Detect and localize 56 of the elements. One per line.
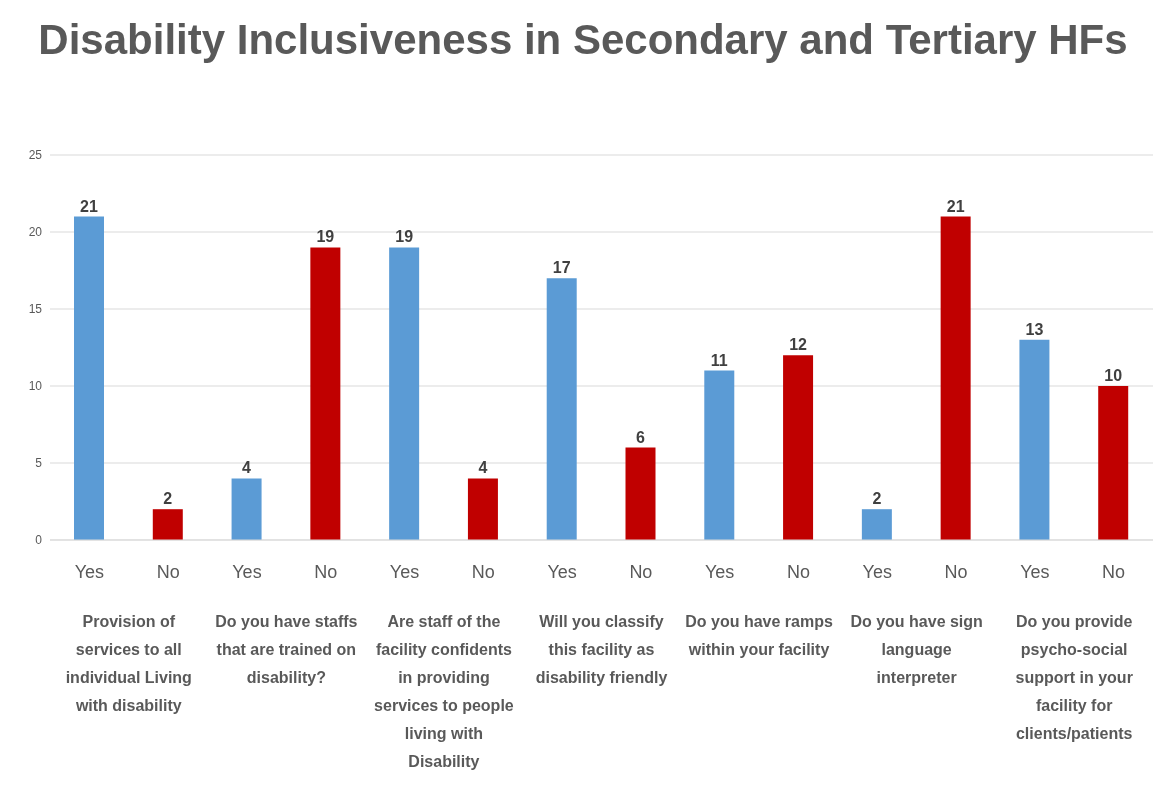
bar xyxy=(1019,339,1050,540)
bar xyxy=(861,509,892,540)
y-tick-label: 15 xyxy=(28,302,43,317)
x-tick-label: Yes xyxy=(862,562,892,582)
text: Do you have sign language interpreter xyxy=(849,612,984,688)
x-tick-label: No xyxy=(471,562,495,582)
bar xyxy=(389,247,420,540)
data-label: 11 xyxy=(710,351,728,369)
text: Will you classify this facility as disability friendly xyxy=(534,612,669,688)
text: Do you provide psycho-social support in your facility for clients/patients xyxy=(1014,612,1134,744)
x-tick-label: Yes xyxy=(74,562,105,582)
bar xyxy=(467,478,498,540)
y-tick-label: 20 xyxy=(28,225,43,240)
x-tick-label: Yes xyxy=(1020,562,1050,582)
x-tick-label: No xyxy=(786,562,810,582)
bar xyxy=(1098,386,1129,540)
bar xyxy=(625,447,656,540)
data-label: 13 xyxy=(1025,320,1044,338)
x-tick-label: No xyxy=(629,562,653,582)
bar xyxy=(310,247,341,540)
y-tick-label: 0 xyxy=(35,533,43,548)
chart-title: Disability Inclusiveness in Secondary and Tertiary HFs xyxy=(37,15,1129,65)
text: Do you have ramps within your facility xyxy=(684,612,834,660)
data-label: 12 xyxy=(789,336,808,354)
text: Are staff of the facility confidents in providing services to people living with Disability xyxy=(373,612,515,772)
y-tick-label: 10 xyxy=(28,379,43,394)
bar xyxy=(783,355,814,540)
x-tick-label: No xyxy=(314,562,338,582)
x-tick-label: No xyxy=(944,562,968,582)
data-label: 19 xyxy=(316,228,335,246)
bar xyxy=(546,278,577,540)
data-label: 2 xyxy=(872,490,882,508)
data-label: 4 xyxy=(242,459,252,477)
data-label: 4 xyxy=(478,459,488,477)
x-tick-label: No xyxy=(1102,562,1126,582)
text: Do you have staffs that are trained on disability? xyxy=(214,612,359,688)
data-label: 19 xyxy=(395,228,414,246)
data-label: 10 xyxy=(1104,367,1123,384)
data-label: 17 xyxy=(552,259,571,277)
x-tick-label: Yes xyxy=(704,562,735,582)
bar xyxy=(231,478,262,540)
bar xyxy=(704,370,735,540)
y-tick-label: 25 xyxy=(28,148,43,163)
x-tick-label: Yes xyxy=(232,562,262,582)
x-tick-label: Yes xyxy=(389,562,420,582)
y-tick-label: 5 xyxy=(35,456,43,471)
data-label: 2 xyxy=(163,490,173,508)
bar xyxy=(940,216,971,540)
bar xyxy=(152,509,183,540)
data-label: 21 xyxy=(946,197,965,215)
text: Provision of services to all individual Living with disability xyxy=(64,612,193,716)
bar xyxy=(74,216,104,540)
x-tick-label: No xyxy=(156,562,180,582)
x-tick-label: Yes xyxy=(547,562,577,582)
data-label: 6 xyxy=(636,428,646,446)
data-label: 21 xyxy=(80,197,98,215)
